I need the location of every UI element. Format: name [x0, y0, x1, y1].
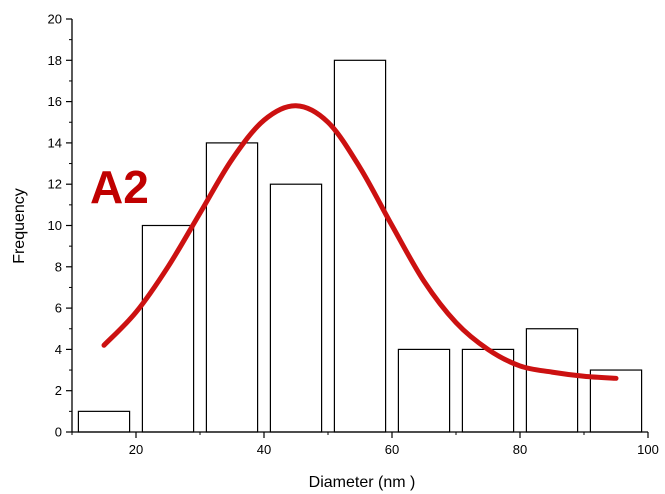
- bar-6: [461, 348, 515, 433]
- x-tick-label-0: 20: [129, 442, 143, 457]
- fit-curve: [101, 103, 619, 381]
- y-tick-label-2: 4: [55, 342, 62, 357]
- y-tick-label-0: 0: [55, 425, 62, 440]
- y-tick-label-3: 6: [55, 301, 62, 316]
- panel-label: A2: [90, 161, 149, 213]
- axes-group: [66, 18, 649, 438]
- x-tick-label-2: 60: [385, 442, 399, 457]
- y-tick-label-6: 12: [48, 177, 62, 192]
- bars-group: [77, 59, 643, 433]
- y-tick-label-1: 2: [55, 383, 62, 398]
- x-tick-labels: 20 40 60 80 100: [129, 442, 659, 457]
- y-tick-label-5: 10: [48, 218, 62, 233]
- y-tick-label-7: 14: [48, 135, 62, 150]
- y-tick-label-9: 18: [48, 53, 62, 68]
- bar-5: [397, 348, 451, 433]
- bar-7: [525, 328, 579, 433]
- bar-0: [77, 410, 131, 433]
- x-tick-label-3: 80: [513, 442, 527, 457]
- y-tick-label-10: 20: [48, 12, 62, 27]
- y-tick-labels: 0 2 4 6 8 10 12 14 16 18 20: [48, 12, 62, 440]
- x-tick-label-1: 40: [257, 442, 271, 457]
- bar-1: [141, 224, 195, 433]
- y-axis-title: Frequency: [11, 188, 28, 264]
- x-tick-label-4: 100: [637, 442, 659, 457]
- bar-4: [333, 59, 387, 433]
- bar-3: [269, 183, 323, 433]
- y-tick-label-8: 16: [48, 94, 62, 109]
- x-axis-title: Diameter (nm ): [309, 474, 416, 491]
- y-tick-label-4: 8: [55, 259, 62, 274]
